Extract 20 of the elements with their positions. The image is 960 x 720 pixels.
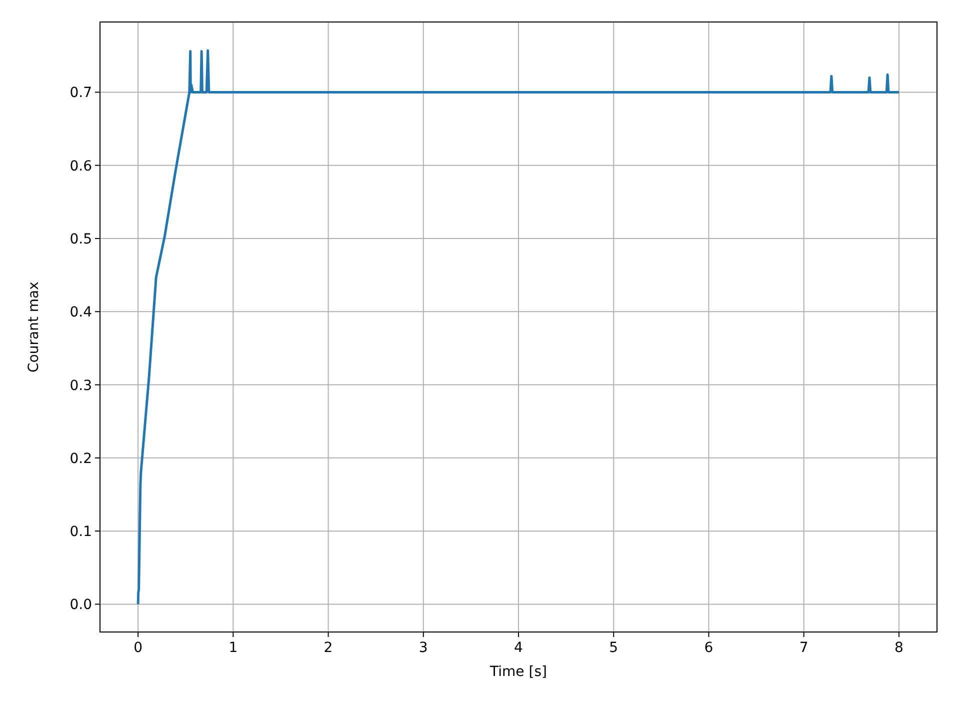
y-axis-title: Courant max: [26, 282, 42, 372]
y-tick-label: 0.4: [70, 304, 92, 321]
y-tick-label: 0.0: [70, 597, 92, 614]
x-tick-label: 3: [418, 640, 428, 656]
x-tick-label: 5: [609, 640, 618, 656]
y-tick-label: 0.3: [70, 378, 92, 394]
x-axis-title: Time [s]: [489, 664, 547, 680]
x-tick-label: 4: [514, 640, 524, 656]
x-tick-label: 1: [228, 640, 238, 656]
x-tick-label: 2: [324, 640, 333, 656]
y-tick-label: 0.1: [70, 524, 92, 540]
x-tick-label: 0: [134, 640, 143, 656]
line-series: [136, 49, 900, 606]
y-tick-label: 0.5: [70, 232, 92, 248]
y-tick-label: 0.2: [70, 450, 92, 467]
x-tick-label: 8: [894, 640, 904, 656]
y-tick-label: 0.6: [70, 158, 92, 174]
x-tick-label: 7: [799, 640, 808, 656]
y-tick-label: 0.7: [70, 85, 92, 102]
x-tick-label: 6: [704, 640, 714, 656]
